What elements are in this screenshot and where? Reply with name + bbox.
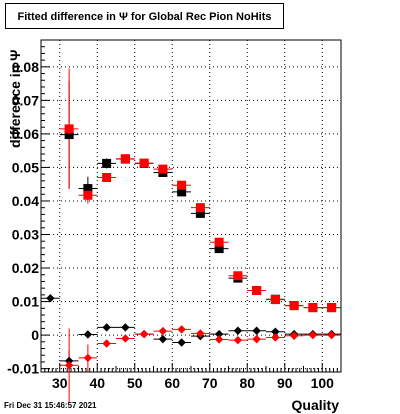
square-marker <box>177 187 187 197</box>
diamond-marker <box>121 323 130 332</box>
diamond-marker <box>252 334 261 344</box>
y-tick-label: 0.02 <box>12 260 39 276</box>
square-marker <box>308 303 318 313</box>
diamond-marker <box>308 330 318 340</box>
diamond-marker <box>233 326 243 335</box>
diamond-marker <box>252 326 261 335</box>
square-marker <box>214 237 224 247</box>
square-marker <box>214 244 224 254</box>
error-bars <box>41 68 341 403</box>
square-marker <box>102 172 112 182</box>
diamond-marker <box>271 327 280 336</box>
diamond-marker <box>102 323 111 332</box>
diamond-marker <box>214 335 224 344</box>
diamond-marker <box>64 361 74 370</box>
diamond-marker <box>327 330 336 340</box>
square-marker <box>195 208 205 218</box>
y-tick-label: 0.01 <box>12 294 39 310</box>
diamond-marker <box>271 333 280 342</box>
diamond-marker <box>102 339 111 348</box>
data-markers <box>46 124 337 370</box>
x-tick-label: 40 <box>89 375 105 391</box>
y-tick-label: -0.01 <box>7 361 39 377</box>
square-marker <box>139 158 149 168</box>
square-marker <box>289 301 299 311</box>
square-marker <box>327 303 337 313</box>
chart-title: Fitted difference in Ψ for Global Rec Pi… <box>5 3 284 29</box>
diamond-marker <box>46 294 55 303</box>
y-tick-label: 0 <box>31 327 39 343</box>
diamond-marker <box>196 329 205 338</box>
diamond-marker <box>214 329 224 339</box>
diamond-marker <box>121 334 130 343</box>
y-tick-label: 0.03 <box>12 227 39 243</box>
square-marker <box>83 190 93 200</box>
timestamp-footer: Fri Dec 31 15:46:57 2021 <box>4 401 97 410</box>
x-tick-label: 80 <box>239 375 255 391</box>
y-tick-label: 0.06 <box>12 126 39 142</box>
x-tick-label: 60 <box>164 375 180 391</box>
axis-ticks: 30 40 50 60 70 80 90 100 -0.01 0 0.01 0.02 0.03 0.04 0… <box>7 39 342 391</box>
diamond-marker <box>83 330 93 339</box>
diamond-marker <box>158 334 168 344</box>
x-axis-title: Quality <box>292 397 340 413</box>
diamond-marker <box>158 326 168 336</box>
x-tick-label: 30 <box>52 375 68 391</box>
diamond-marker <box>83 353 93 363</box>
diamond-marker <box>177 325 186 334</box>
square-marker <box>177 180 187 190</box>
y-tick-label: 0.07 <box>12 92 39 108</box>
square-marker <box>195 203 205 213</box>
x-tick-label: 50 <box>127 375 143 391</box>
y-tick-label: 0.08 <box>12 59 39 75</box>
square-marker <box>158 164 168 174</box>
y-tick-label: 0.05 <box>12 159 39 175</box>
square-marker <box>64 124 74 134</box>
grid <box>41 40 341 372</box>
square-marker <box>102 158 112 168</box>
y-axis-title: difference in Ψ <box>7 50 23 148</box>
x-tick-label: 90 <box>277 375 293 391</box>
diamond-marker <box>64 356 74 366</box>
square-marker <box>252 286 262 296</box>
diamond-marker <box>177 338 186 347</box>
square-marker <box>64 130 74 140</box>
diamond-marker <box>139 329 149 339</box>
square-marker <box>83 184 93 194</box>
x-tick-label: 70 <box>202 375 218 391</box>
square-marker <box>270 295 280 305</box>
plot-frame <box>40 39 342 373</box>
y-tick-label: 0.04 <box>12 193 39 209</box>
square-marker <box>233 271 243 281</box>
diamond-marker <box>289 331 299 340</box>
square-marker <box>120 154 130 164</box>
x-tick-label: 100 <box>311 375 335 391</box>
diamond-marker <box>233 335 243 345</box>
plot-border <box>40 39 342 373</box>
